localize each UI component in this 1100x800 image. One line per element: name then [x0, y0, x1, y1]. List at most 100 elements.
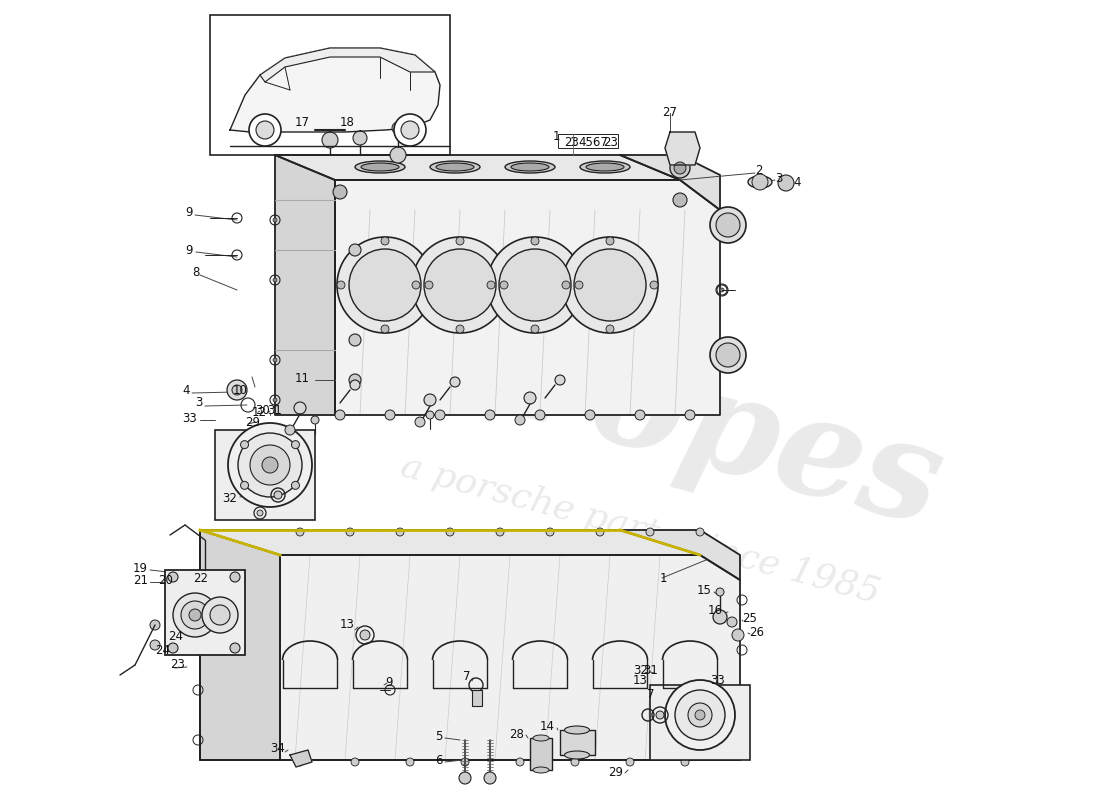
Circle shape [168, 572, 178, 582]
Text: 15: 15 [697, 583, 712, 597]
Polygon shape [275, 155, 680, 180]
Ellipse shape [534, 767, 549, 773]
Circle shape [675, 690, 725, 740]
Circle shape [412, 281, 420, 289]
Bar [210, 15, 450, 155]
Circle shape [292, 482, 299, 490]
Text: 9: 9 [385, 675, 393, 689]
Circle shape [499, 249, 571, 321]
Circle shape [249, 114, 280, 146]
Circle shape [292, 441, 299, 449]
Circle shape [606, 325, 614, 333]
Text: 2: 2 [755, 163, 762, 177]
Circle shape [425, 281, 433, 289]
Text: 4: 4 [793, 177, 801, 190]
Circle shape [346, 528, 354, 536]
Circle shape [696, 528, 704, 536]
Text: 23: 23 [603, 137, 618, 150]
Circle shape [456, 237, 464, 245]
Text: 22: 22 [192, 571, 208, 585]
Circle shape [349, 374, 361, 386]
Circle shape [381, 237, 389, 245]
Ellipse shape [355, 161, 405, 173]
Circle shape [250, 445, 290, 485]
Circle shape [202, 597, 238, 633]
Circle shape [500, 281, 508, 289]
Polygon shape [200, 530, 280, 760]
Text: 29: 29 [245, 415, 260, 429]
Circle shape [238, 433, 302, 497]
Bar [650, 685, 750, 760]
Circle shape [232, 385, 242, 395]
Circle shape [650, 281, 658, 289]
Circle shape [434, 410, 446, 420]
Polygon shape [260, 48, 434, 82]
Ellipse shape [564, 726, 590, 734]
Circle shape [228, 423, 312, 507]
Bar [472, 690, 482, 706]
Polygon shape [275, 155, 336, 415]
Circle shape [273, 278, 277, 282]
Circle shape [337, 237, 433, 333]
Circle shape [273, 358, 277, 362]
Text: a porsche parts since 1985: a porsche parts since 1985 [397, 450, 883, 610]
Circle shape [562, 237, 658, 333]
Polygon shape [290, 750, 312, 767]
Circle shape [487, 281, 495, 289]
Polygon shape [336, 180, 720, 415]
Text: 1: 1 [570, 137, 576, 150]
Circle shape [296, 528, 304, 536]
Text: 19: 19 [133, 562, 148, 574]
Circle shape [424, 394, 436, 406]
Text: 31: 31 [644, 663, 658, 677]
Bar [214, 430, 315, 520]
Circle shape [727, 617, 737, 627]
Circle shape [412, 237, 508, 333]
Polygon shape [280, 555, 740, 760]
Circle shape [716, 588, 724, 596]
Circle shape [720, 228, 724, 232]
Text: 3: 3 [196, 397, 204, 410]
Circle shape [230, 643, 240, 653]
Ellipse shape [512, 163, 549, 171]
Text: 14: 14 [540, 719, 556, 733]
Text: 13: 13 [340, 618, 355, 631]
Circle shape [674, 162, 686, 174]
Circle shape [381, 325, 389, 333]
Circle shape [350, 380, 360, 390]
Circle shape [349, 334, 361, 346]
Circle shape [487, 237, 583, 333]
Circle shape [257, 510, 263, 516]
Bar [558, 134, 618, 148]
Text: 8: 8 [192, 266, 200, 278]
Circle shape [173, 593, 217, 637]
Circle shape [646, 528, 654, 536]
Circle shape [710, 207, 746, 243]
Text: 21: 21 [133, 574, 148, 586]
Circle shape [546, 528, 554, 536]
Circle shape [535, 410, 544, 420]
Circle shape [150, 640, 160, 650]
Circle shape [596, 528, 604, 536]
Circle shape [402, 121, 419, 139]
Bar [530, 738, 552, 770]
Text: 25: 25 [742, 611, 757, 625]
Circle shape [752, 174, 768, 190]
Text: 26: 26 [749, 626, 764, 638]
Circle shape [461, 758, 469, 766]
Text: 34: 34 [271, 742, 285, 754]
Circle shape [515, 415, 525, 425]
Circle shape [390, 147, 406, 163]
Circle shape [424, 249, 496, 321]
Polygon shape [200, 530, 700, 555]
Circle shape [556, 375, 565, 385]
Text: 12: 12 [252, 406, 267, 418]
Text: 32: 32 [634, 663, 648, 677]
Circle shape [459, 772, 471, 784]
Text: 8: 8 [403, 114, 410, 126]
Circle shape [713, 610, 727, 624]
Circle shape [666, 680, 735, 750]
Circle shape [296, 758, 304, 766]
Text: 1: 1 [660, 571, 668, 585]
Polygon shape [230, 48, 440, 132]
